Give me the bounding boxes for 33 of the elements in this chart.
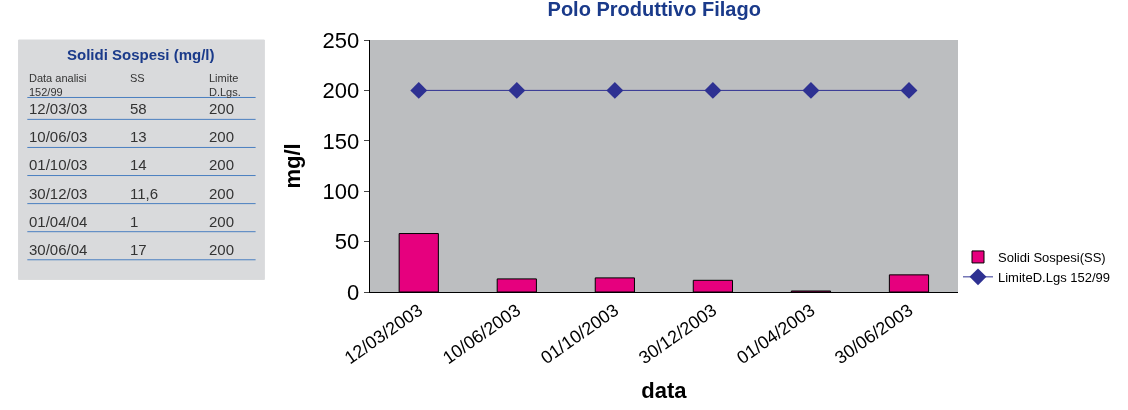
chart-title: Polo Produttivo Filago <box>547 0 761 21</box>
y-tick-label: 100 <box>322 178 360 204</box>
text: 01/10/03 <box>29 156 88 173</box>
text: 30/06/04 <box>29 241 88 258</box>
legend-label: LimiteD.Lgs 152/99 <box>998 269 1111 285</box>
y-tick-label: 0 <box>347 279 360 305</box>
text: 200 <box>209 128 235 145</box>
text: 200 <box>209 213 235 230</box>
text: 200 <box>209 100 235 117</box>
y-tick-label: 150 <box>322 128 360 154</box>
text: 200 <box>209 156 235 173</box>
text: 58 <box>130 100 147 117</box>
y-tick-label: 250 <box>322 27 360 53</box>
text: 01/04/04 <box>29 213 88 230</box>
text: 1 <box>130 213 139 230</box>
text: Limite D.Lgs. <box>209 72 241 99</box>
text: SS <box>130 72 145 84</box>
legend-label: Solidi Sospesi(SS) <box>998 250 1106 266</box>
text: 200 <box>209 185 235 202</box>
text: 13 <box>130 128 147 145</box>
y-tick-label: 200 <box>322 78 360 104</box>
y-tick-label: 50 <box>334 229 360 255</box>
text: 30/12/03 <box>29 185 88 202</box>
text: 11,6 <box>130 185 159 202</box>
y-axis-title: mg/l <box>280 143 306 189</box>
x-axis-title: data <box>641 377 688 403</box>
text: 200 <box>209 241 235 258</box>
text: 12/03/03 <box>29 100 88 117</box>
text: 14 <box>130 156 147 173</box>
text: Solidi Sospesi (mg/l) <box>67 46 215 63</box>
text: Data analisi 152/99 <box>29 72 87 99</box>
text: 17 <box>130 241 147 258</box>
text: 10/06/03 <box>29 128 88 145</box>
